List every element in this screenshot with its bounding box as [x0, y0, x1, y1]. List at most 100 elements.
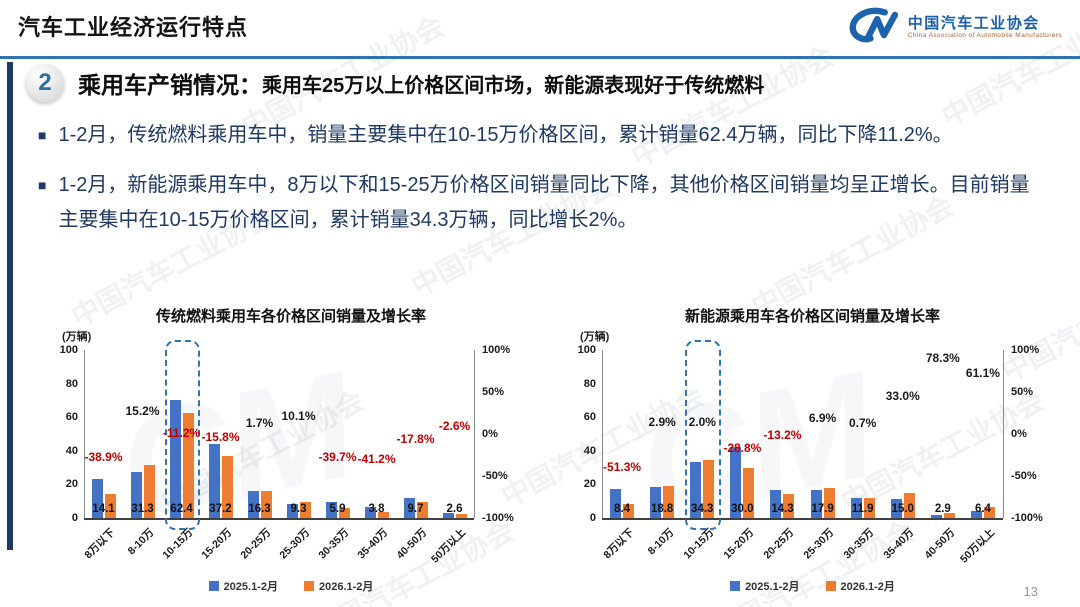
- legend-label: 2026.1-2月: [840, 581, 895, 593]
- chart-traditional-fuel: 传统燃料乘用车各价格区间销量及增长率 (万辆) 100 80 60 40 20 0 100% 50…: [52, 300, 530, 600]
- category-label: 8万以下: [82, 526, 118, 562]
- chart-bar-prev: [610, 489, 622, 518]
- category-label: 25-30万: [801, 526, 837, 562]
- y-axis-tick-label: 60: [583, 411, 596, 424]
- y-axis-line: [84, 350, 85, 518]
- bar-value-label: 5.9: [329, 503, 346, 515]
- left-accent-bar: [7, 62, 13, 550]
- bullet-list: ■ 1-2月，传统燃料乘用车中，销量主要集中在10-15万价格区间，累计销量62…: [38, 118, 1046, 253]
- chart-legend: 2025.1-2月 2026.1-2月: [52, 578, 530, 594]
- legend-swatch-icon: [208, 581, 219, 591]
- legend-label: 2026.1-2月: [319, 581, 374, 593]
- x-axis-line: [84, 518, 474, 520]
- pct-axis-tick-label: -100%: [1011, 512, 1043, 524]
- y-axis-tick-label: 20: [65, 478, 78, 491]
- growth-rate-label: -28.8%: [723, 441, 762, 456]
- category-label: 15-20万: [721, 526, 757, 562]
- chart-bar-curr: [338, 508, 350, 518]
- bullet-square-icon: ■: [38, 177, 47, 193]
- chart-bar-prev: [91, 479, 103, 518]
- bar-value-label: 2.9: [934, 503, 951, 515]
- bullet-item: ■ 1-2月，新能源乘用车中，8万以下和15-25万价格区间销量同比下降，其他价…: [38, 168, 1046, 238]
- growth-rate-label: -2.6%: [438, 419, 471, 434]
- chart-new-energy: 新能源乘用车各价格区间销量及增长率 (万辆) 100 80 60 40 20 0 100% 50%…: [560, 300, 1065, 600]
- legend-item: 2026.1-2月: [304, 578, 373, 594]
- caam-name-cn: 中国汽车工业协会: [907, 15, 1040, 33]
- growth-rate-label: 61.1%: [965, 365, 1000, 380]
- growth-rate-label: 0.7%: [848, 416, 877, 431]
- bar-value-label: 9.7: [407, 503, 424, 515]
- bar-value-label: 9.3: [290, 503, 307, 515]
- growth-rate-label: 2.0%: [688, 415, 716, 430]
- chart-bar-prev: [930, 515, 942, 518]
- bar-value-label: 2.6: [446, 503, 463, 515]
- pct-axis-tick-label: 100%: [1011, 344, 1040, 356]
- chart-bar-prev: [442, 513, 454, 518]
- chart-bar-curr: [703, 460, 715, 518]
- chart-bar-prev: [890, 499, 902, 518]
- chart-bar-prev: [247, 491, 259, 518]
- y-axis-tick-label: 0: [71, 512, 78, 524]
- category-label: 20-25万: [761, 526, 797, 562]
- pct-axis-tick-label: 0%: [482, 428, 498, 440]
- bar-value-label: 3.8: [368, 503, 385, 515]
- pct-axis-tick-label: 50%: [1011, 386, 1034, 398]
- chart-bar-curr: [377, 511, 389, 518]
- bar-value-label: 18.8: [650, 503, 674, 515]
- chart-bar-curr: [663, 486, 675, 518]
- pct-axis-line: [1003, 350, 1004, 518]
- pct-axis-line: [474, 350, 475, 518]
- growth-rate-label: -38.9%: [84, 449, 123, 464]
- chart-bar-curr: [623, 503, 635, 518]
- growth-rate-label: -17.8%: [396, 431, 435, 446]
- category-label: 40-50万: [394, 526, 430, 562]
- bar-value-label: 34.3: [691, 503, 714, 515]
- y-axis-tick-label: 100: [577, 344, 596, 356]
- category-label: 8万以下: [601, 526, 636, 562]
- bar-value-label: 11.9: [851, 503, 874, 515]
- bar-value-label: 30.0: [731, 503, 754, 515]
- category-label: 50万以上: [957, 526, 997, 566]
- pct-axis-tick-label: -100%: [482, 512, 514, 524]
- bar-value-label: 15.0: [891, 503, 914, 515]
- y-axis-tick-label: 20: [583, 478, 596, 491]
- category-label: 10-15万: [160, 526, 196, 562]
- category-label: 35-40万: [881, 526, 917, 562]
- title-divider: [0, 56, 1080, 59]
- chart-bar-prev: [850, 498, 862, 518]
- legend-item: 2025.1-2月: [730, 578, 800, 594]
- bullet-item: ■ 1-2月，传统燃料乘用车中，销量主要集中在10-15万价格区间，累计销量62…: [38, 118, 1046, 153]
- legend-swatch-icon: [825, 581, 836, 591]
- chart-legend: 2025.1-2月 2026.1-2月: [560, 578, 1065, 594]
- chart-bar-curr: [416, 501, 428, 518]
- chart-title: 新能源乘用车各价格区间销量及增长率: [684, 308, 940, 325]
- chart-bar-prev: [130, 472, 142, 518]
- bullet-text: 1-2月，传统燃料乘用车中，销量主要集中在10-15万价格区间，累计销量62.4…: [58, 124, 953, 146]
- bullet-square-icon: ■: [38, 127, 47, 143]
- category-label: 40-50万: [921, 526, 957, 562]
- page-number: 13: [1023, 584, 1038, 599]
- category-label: 8-10万: [645, 526, 677, 558]
- growth-rate-label: 6.9%: [808, 411, 837, 426]
- chart-bar-prev: [169, 399, 181, 518]
- highlight-box: [165, 340, 200, 530]
- chart-bar-curr: [143, 465, 155, 518]
- bar-value-label: 8.4: [614, 503, 631, 515]
- category-label: 25-30万: [277, 526, 313, 562]
- chart-bar-curr: [903, 492, 915, 518]
- category-label: 50万以上: [429, 526, 469, 566]
- chart-bar-curr: [983, 507, 995, 518]
- chart-unit-label: (万辆): [580, 331, 610, 343]
- category-label: 8-10万: [125, 526, 157, 558]
- pct-axis-tick-label: -50%: [482, 470, 508, 482]
- y-axis-tick-label: 40: [65, 444, 78, 457]
- y-axis-tick-label: 60: [65, 411, 78, 424]
- chart-bar-curr: [299, 502, 311, 518]
- chart-bar-curr: [823, 487, 835, 518]
- category-label: 35-40万: [355, 526, 391, 562]
- chart-bar-prev: [970, 511, 982, 518]
- section-heading: 2 乘用车产销情况： 乘用车25万以上价格区间市场，新能源表现好于传统燃料: [26, 64, 764, 102]
- chart-bar-curr: [260, 490, 272, 518]
- caam-logo: 中国汽车工业协会 China Association of Automobile…: [846, 6, 1062, 49]
